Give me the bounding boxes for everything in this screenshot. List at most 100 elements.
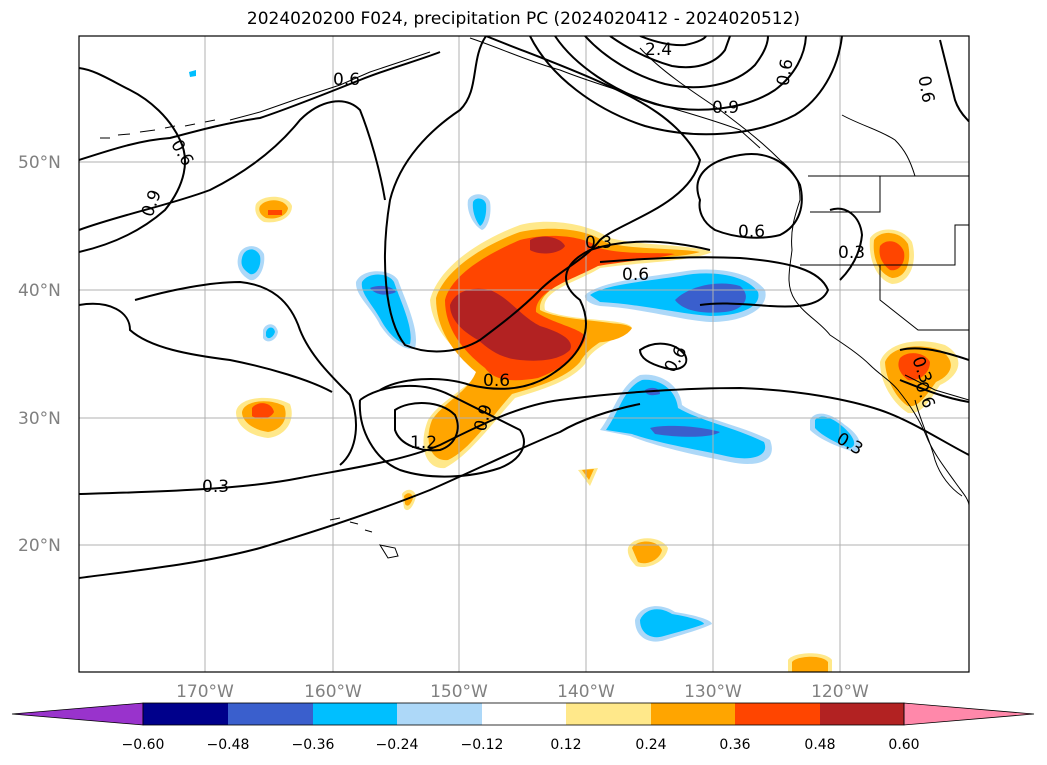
lat-axis-labels: 50°N 40°N 30°N 20°N	[18, 153, 61, 556]
colorbar-tick-label: −0.48	[207, 737, 250, 753]
coastlines	[100, 37, 969, 559]
contour-0.3-west	[79, 302, 333, 393]
contour-0.6-northeast	[939, 39, 969, 123]
contour-label: 0.6	[773, 57, 797, 87]
contour-0.3-southeast	[899, 347, 969, 403]
contour-2.4-ring-5	[639, 36, 707, 47]
contour-0.6-west	[79, 100, 386, 231]
contour-0.9-west	[79, 67, 186, 253]
colorbar-seg	[566, 703, 651, 725]
contour-0.3-lower	[79, 403, 641, 579]
colorbar-tick-label: −0.60	[122, 737, 165, 753]
neg-small-5b	[640, 609, 704, 638]
contour-label: 0.6	[738, 222, 765, 242]
baja-coast	[914, 399, 963, 497]
pos-region-central-dark	[450, 288, 571, 361]
contour-2.4-ring-1	[609, 36, 731, 69]
contour-label: 0.9	[712, 98, 739, 118]
contour-0.9-center	[358, 384, 525, 478]
colorbar-seg	[735, 703, 820, 725]
graticule	[79, 36, 969, 672]
pos-small-2c	[252, 403, 274, 419]
colorbar-tick-label: 0.60	[888, 737, 919, 753]
lat-label: 50°N	[18, 153, 61, 173]
colorbar-seg	[482, 703, 566, 725]
north-america-coast	[639, 47, 969, 506]
state-border-1	[810, 176, 881, 213]
lat-label: 40°N	[18, 281, 61, 301]
colorbar-tick-label: 0.48	[804, 737, 835, 753]
contour-label: 0.3	[202, 477, 229, 497]
pos-small-3c	[879, 241, 905, 271]
contour-label: 2.4	[645, 40, 672, 60]
colorbar-ticks: −0.60 −0.48 −0.36 −0.24 −0.12 0.12 0.24 …	[122, 737, 920, 753]
neg-small-6	[189, 70, 196, 77]
contour-2.4-ring-2	[584, 36, 769, 89]
pos-small-1c	[268, 210, 282, 215]
lon-label: 140°W	[557, 682, 615, 702]
contour-0.6-east	[696, 153, 803, 239]
colorbar-high-extend	[903, 702, 1035, 726]
pc-shading	[189, 70, 959, 672]
aleutian-islands	[100, 119, 216, 139]
map-frame	[78, 35, 970, 673]
map-title: 2024020200 F024, precipitation PC (20240…	[246, 9, 801, 29]
state-border-3	[879, 265, 969, 331]
contour-1.2-center	[394, 402, 459, 452]
contour-label: 0.6	[622, 265, 649, 285]
contour-0.3-north	[384, 36, 702, 353]
contour-label: 0.6	[333, 70, 360, 90]
colorbar-border	[142, 702, 905, 726]
lon-label: 170°W	[176, 682, 234, 702]
contour-label: 0.3	[585, 233, 612, 253]
contour-2.4-ring-4	[529, 36, 843, 136]
neg-small-3b	[472, 198, 487, 226]
pos-small-5b	[582, 469, 594, 480]
lon-label: 150°W	[430, 682, 488, 702]
colorbar-tick-label: 0.24	[635, 737, 666, 753]
contour-0.6-small	[638, 342, 688, 371]
pos-small-4c	[898, 353, 930, 381]
neg-region-south-dark	[650, 425, 720, 437]
pos-small-7b	[632, 541, 662, 564]
colorbar-seg	[143, 703, 228, 725]
colorbar-seg	[397, 703, 482, 725]
contour-0.3-east	[599, 256, 830, 308]
contour-label: 0.6	[483, 371, 510, 391]
contour-0.3-main	[79, 386, 969, 495]
neg-region-west-blue	[361, 274, 411, 345]
neg-small-1b	[241, 249, 261, 275]
contour-0.6-central	[379, 240, 711, 391]
colorbar-seg	[820, 703, 904, 725]
colorbar-seg	[651, 703, 735, 725]
lon-axis-labels: 170°W 160°W 150°W 140°W 130°W 120°W	[176, 682, 869, 702]
lat-label: 30°N	[18, 409, 61, 429]
pos-region-central-dark-2	[530, 236, 565, 254]
colorbar-seg	[313, 703, 397, 725]
colorbar-seg	[228, 703, 313, 725]
contour-0.6-northwest	[79, 51, 441, 161]
colorbar-tick-label: 0.36	[719, 737, 750, 753]
neg-small-2b	[266, 327, 275, 339]
us-mexico-border	[904, 374, 969, 401]
state-border-2	[800, 224, 969, 266]
contour-label: 0.6	[913, 74, 937, 104]
contours	[79, 36, 969, 579]
contour-2.4-ring-3	[554, 36, 807, 111]
pos-small-8b	[792, 656, 828, 672]
colorbar-tick-label: −0.12	[461, 737, 504, 753]
neg-region-east-dark	[675, 283, 746, 313]
colorbar-low-extend	[11, 702, 144, 726]
contour-label: 1.2	[410, 433, 437, 453]
lat-label: 20°N	[18, 536, 61, 556]
lon-label: 160°W	[304, 682, 362, 702]
hawaii-islands	[329, 517, 399, 559]
contour-label: 0.3	[838, 243, 865, 263]
contour-0.6-inner	[134, 280, 357, 466]
colorbar-tick-label: −0.24	[376, 737, 419, 753]
contour-0.3-far-east	[829, 207, 864, 281]
lon-label: 130°W	[684, 682, 742, 702]
neg-small-4b	[815, 416, 855, 448]
pos-region-central-orange-2	[588, 323, 632, 343]
